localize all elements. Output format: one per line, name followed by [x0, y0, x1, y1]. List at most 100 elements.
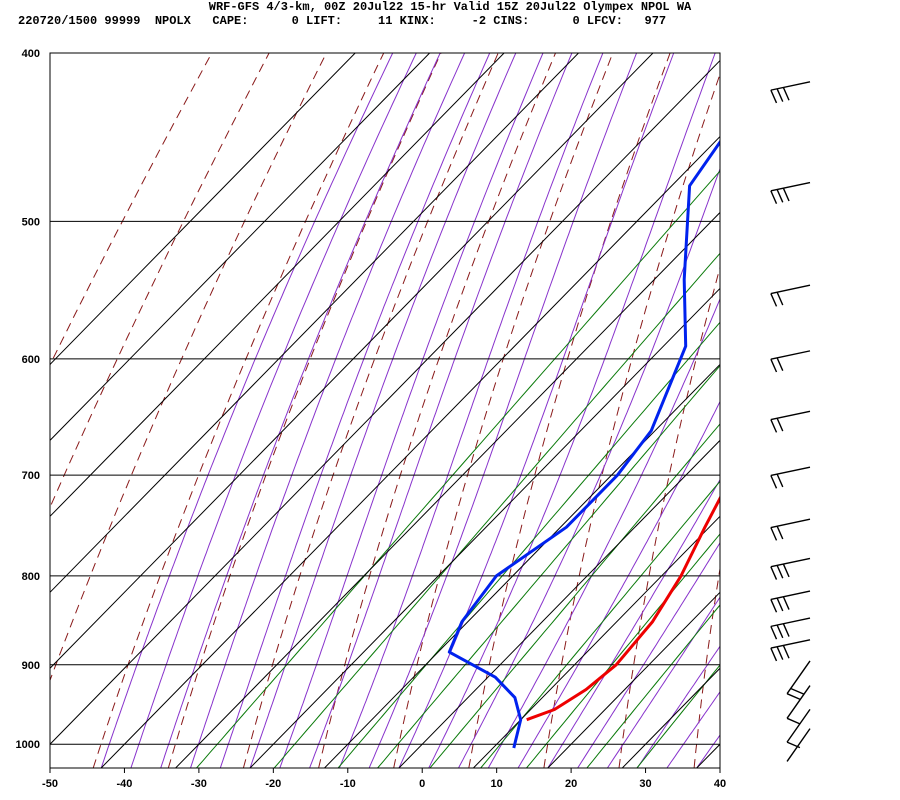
moist-adiabat: [160, 53, 441, 768]
mixing-ratio-line: [196, 170, 720, 768]
isotherm: [398, 439, 720, 768]
wind-barb: [770, 181, 811, 204]
wind-barb: [770, 81, 811, 104]
wind-barb: [770, 410, 811, 433]
dry-adiabat: [393, 53, 614, 768]
wind-barb: [770, 350, 811, 373]
mixing-ratio-line: [480, 480, 720, 768]
dry-adiabat: [769, 53, 899, 768]
dry-adiabat: [167, 53, 442, 768]
isotherm: [249, 287, 720, 768]
x-tick-label: 10: [491, 778, 503, 790]
mixing-ratio-line: [337, 321, 720, 768]
pressure-tick-label: 700: [22, 470, 40, 482]
isotherm: [50, 53, 654, 669]
x-tick-label: -20: [265, 778, 281, 790]
plot-frame: [49, 52, 721, 769]
x-tick-label: -50: [42, 778, 58, 790]
chart-title: WRF-GFS 4/3-km, 00Z 20Jul22 15-hr Valid …: [208, 0, 692, 14]
wind-barb: [770, 466, 811, 489]
dry-adiabat: [242, 53, 499, 768]
x-tick-label: 0: [419, 778, 425, 790]
wind-barb: [786, 685, 811, 725]
pressure-tick-label: 900: [22, 660, 40, 672]
dewpoint-profile: [447, 139, 720, 749]
dry-adiabat: [844, 53, 900, 768]
isotherm: [696, 743, 720, 768]
wind-barb: [786, 660, 811, 700]
x-tick-label: 30: [639, 778, 651, 790]
isotherm: [621, 667, 720, 768]
x-tick-label: 40: [714, 778, 726, 790]
moist-adiabat: [309, 53, 573, 768]
dry-adiabat: [468, 53, 671, 768]
mixing-ratio-line: [526, 533, 720, 768]
moist-adiabat: [368, 53, 638, 768]
dry-adiabat: [50, 53, 270, 509]
mixing-ratio-line: [377, 364, 720, 768]
isotherm: [50, 53, 505, 518]
moist-adiabat: [458, 167, 720, 768]
stability-indices: 220720/1500 99999 NPOLX CAPE: 0 LIFT: 11…: [18, 14, 667, 28]
background-lines: [50, 53, 900, 768]
isotherm: [50, 53, 356, 366]
x-tick-label: 20: [565, 778, 577, 790]
isotherm: [50, 59, 720, 745]
sounding-profiles: [447, 139, 720, 749]
isotherm: [175, 211, 720, 768]
wind-barb: [770, 617, 811, 640]
isotherm: [50, 53, 430, 442]
temperature-profile: [526, 495, 720, 722]
pressure-tick-label: 1000: [16, 739, 40, 751]
moist-adiabat: [279, 53, 544, 768]
moist-adiabat: [338, 53, 604, 768]
moist-adiabat: [219, 53, 491, 768]
x-tick-label: -40: [116, 778, 132, 790]
moist-adiabat: [666, 690, 720, 768]
moist-adiabat: [577, 541, 720, 768]
isotherm: [100, 135, 720, 768]
mixing-ratio-line: [586, 604, 720, 768]
pressure-tick-label: 600: [22, 354, 40, 366]
dry-adiabat: [318, 53, 556, 768]
dry-adiabat: [543, 72, 720, 768]
moist-adiabat: [487, 297, 720, 768]
x-tick-label: -10: [340, 778, 356, 790]
moist-adiabat: [547, 478, 720, 768]
wind-barbs: [770, 81, 811, 762]
pressure-tick-label: 400: [22, 48, 40, 60]
isobar-lines: [50, 52, 720, 745]
wind-barb: [786, 728, 811, 762]
moist-adiabat: [398, 53, 675, 768]
wind-barb: [786, 708, 811, 749]
moist-adiabat: [636, 645, 720, 768]
pressure-axis-ticks: 400 500 600 700 800 900 1000: [16, 48, 40, 751]
dry-adiabat: [618, 265, 720, 768]
isotherm-lines: [50, 53, 720, 768]
moist-adiabat: [696, 734, 720, 768]
moist-adiabat: [606, 596, 720, 768]
isotherm: [473, 515, 720, 768]
x-axis-ticks: -50 -40 -30 -20 -10 0 10 20 30 40: [42, 768, 726, 790]
moist-adiabat: [249, 53, 517, 768]
x-tick-label: -30: [191, 778, 207, 790]
wind-barb: [770, 284, 811, 307]
pressure-tick-label: 800: [22, 571, 40, 583]
dry-adiabat: [693, 565, 720, 768]
wind-barb: [770, 590, 811, 613]
pressure-tick-label: 500: [22, 216, 40, 228]
moist-adiabat: [130, 53, 417, 768]
moist-adiabat: [428, 53, 716, 768]
moist-adiabat: [190, 53, 466, 768]
isotherm: [50, 53, 579, 594]
isotherm: [547, 591, 720, 768]
wind-barb: [770, 518, 811, 541]
wind-barb: [770, 639, 811, 662]
isotherm: [324, 363, 720, 768]
mixing-ratio-line: [429, 423, 720, 768]
moist-adiabat: [100, 53, 394, 768]
mixing-ratio-line: [273, 252, 720, 768]
mixing-ratio-line: [636, 664, 720, 768]
dry-adiabat: [92, 53, 385, 768]
